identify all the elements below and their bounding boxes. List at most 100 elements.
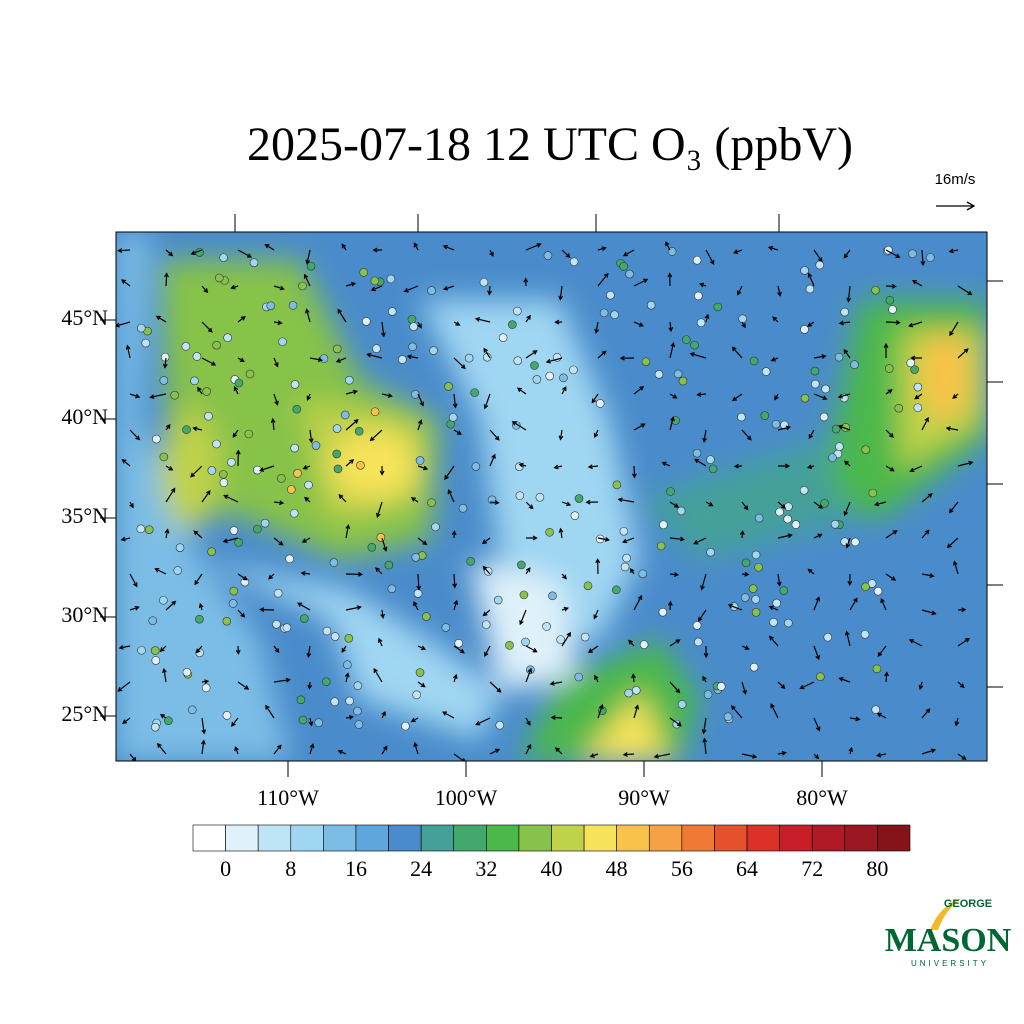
wind-arrow xyxy=(877,645,887,657)
station xyxy=(353,681,363,691)
wind-arrow xyxy=(553,464,563,470)
wind-arrow xyxy=(945,426,959,432)
wind-arrow xyxy=(846,285,852,303)
wind-arrow xyxy=(732,249,743,255)
station xyxy=(495,720,505,730)
station xyxy=(530,361,539,370)
wind-arrow xyxy=(622,752,635,757)
wind-arrow xyxy=(633,594,643,611)
station xyxy=(344,634,354,643)
wind-arrow xyxy=(631,673,636,683)
wind-arrow xyxy=(838,677,851,683)
wind-arrow xyxy=(453,321,461,326)
wind-arrow xyxy=(190,465,203,478)
wind-arrow xyxy=(844,630,851,647)
wind-arrow xyxy=(452,673,458,683)
wind-arrow xyxy=(417,681,426,688)
logo-main: MASON xyxy=(885,922,1012,959)
wind-arrow xyxy=(911,280,923,287)
lat-label: 35°N xyxy=(61,503,108,528)
wind-arrow xyxy=(197,386,203,395)
station xyxy=(372,344,381,353)
colorbar-box xyxy=(388,824,422,852)
wind-arrow xyxy=(558,285,564,301)
station xyxy=(708,464,718,474)
station xyxy=(296,695,306,705)
station xyxy=(713,302,723,312)
wind-arrow xyxy=(770,703,779,719)
wind-arrow xyxy=(306,645,312,658)
wind-arrow xyxy=(410,497,419,503)
wind-arrow xyxy=(270,417,276,431)
station xyxy=(222,616,232,626)
wind-arrow xyxy=(301,537,311,543)
wind-arrow xyxy=(957,607,967,613)
lon-label: 110°W xyxy=(257,785,319,810)
logo: GEORGE MASON UNIVERSITY xyxy=(885,898,1012,968)
station xyxy=(288,301,298,310)
wind-arrow xyxy=(698,282,707,288)
station xyxy=(466,557,475,566)
wind-arrow xyxy=(268,573,275,580)
wind-arrow xyxy=(518,462,527,468)
station xyxy=(304,480,313,490)
station xyxy=(398,355,407,364)
wind-arrow xyxy=(921,748,937,755)
station xyxy=(333,464,343,474)
station xyxy=(387,307,397,316)
wind-arrow xyxy=(129,605,140,611)
station xyxy=(278,337,287,347)
station xyxy=(330,697,340,707)
wind-arrow xyxy=(633,321,644,327)
station xyxy=(493,595,503,605)
wind-arrow xyxy=(813,393,828,401)
station xyxy=(692,448,702,458)
station xyxy=(164,716,173,725)
wind-arrow xyxy=(918,681,924,691)
wind-arrow xyxy=(273,285,285,291)
wind-arrow xyxy=(453,599,459,611)
wind-arrow xyxy=(837,393,851,399)
colorbar-box xyxy=(583,824,617,852)
station xyxy=(840,307,849,317)
station xyxy=(202,387,211,396)
colorbar-label: 64 xyxy=(736,856,758,881)
wind-arrow xyxy=(629,567,635,575)
wind-arrow xyxy=(768,635,779,647)
wind-arrow xyxy=(129,393,141,399)
wind-arrow xyxy=(381,537,388,552)
wind-arrow xyxy=(731,346,743,359)
wind-arrow xyxy=(165,423,171,431)
station xyxy=(214,273,224,283)
wind-arrow xyxy=(345,419,359,431)
wind-arrow xyxy=(375,501,383,518)
station xyxy=(737,412,746,422)
wind-arrow xyxy=(149,393,167,400)
station xyxy=(219,478,229,487)
colorbar-box xyxy=(518,824,552,852)
station xyxy=(431,522,440,532)
station xyxy=(173,566,183,575)
wind-arrow xyxy=(885,389,893,395)
station xyxy=(229,526,239,535)
wind-arrow xyxy=(589,753,599,758)
wind-arrow xyxy=(381,393,393,398)
station xyxy=(356,461,365,470)
station xyxy=(673,369,683,379)
colorbar-box xyxy=(648,824,683,852)
colorbar-box xyxy=(844,824,878,852)
station xyxy=(810,366,820,376)
wind-arrow xyxy=(444,465,455,480)
wind-arrow xyxy=(201,285,209,294)
station xyxy=(190,376,199,386)
station xyxy=(693,291,703,301)
colorbar-label: 80 xyxy=(866,856,888,881)
station xyxy=(306,261,316,271)
wind-arrow xyxy=(341,645,347,654)
wind-arrow xyxy=(481,537,491,545)
station xyxy=(479,277,489,287)
station xyxy=(659,520,668,530)
wind-arrow xyxy=(237,315,246,323)
wind-arrow xyxy=(264,243,275,251)
station xyxy=(559,373,568,383)
